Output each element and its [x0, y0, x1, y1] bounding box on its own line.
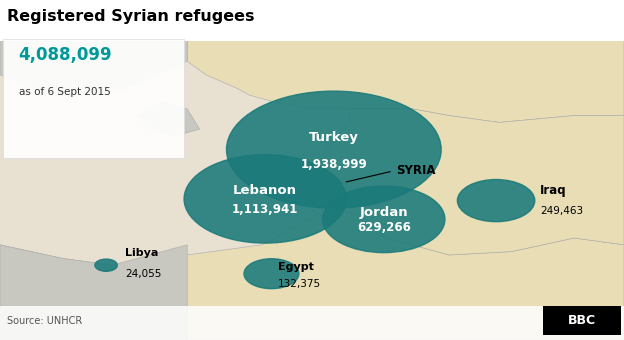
Text: 4,088,099: 4,088,099 [19, 46, 112, 64]
Text: 132,375: 132,375 [278, 279, 321, 289]
Polygon shape [0, 0, 187, 95]
Text: 24,055: 24,055 [125, 269, 161, 279]
Text: Source: UNHCR: Source: UNHCR [7, 316, 83, 326]
Text: Lebanon: Lebanon [233, 184, 297, 197]
Polygon shape [0, 245, 187, 340]
Circle shape [457, 180, 535, 222]
Circle shape [323, 186, 445, 253]
FancyBboxPatch shape [0, 306, 624, 340]
Text: Libya: Libya [125, 248, 158, 258]
Circle shape [95, 259, 117, 271]
Polygon shape [137, 102, 200, 136]
Text: as of 6 Sept 2015: as of 6 Sept 2015 [19, 87, 110, 97]
Text: 1,938,999: 1,938,999 [301, 158, 367, 171]
Circle shape [184, 155, 346, 243]
FancyBboxPatch shape [0, 0, 624, 41]
Text: Iraq: Iraq [540, 184, 567, 197]
Text: 249,463: 249,463 [540, 206, 583, 216]
Polygon shape [187, 0, 624, 122]
Text: BBC: BBC [568, 314, 597, 327]
Text: SYRIA: SYRIA [396, 164, 436, 176]
Circle shape [227, 91, 441, 208]
Text: Egypt: Egypt [278, 262, 313, 272]
Text: 629,266: 629,266 [357, 221, 411, 234]
FancyBboxPatch shape [543, 306, 621, 335]
Polygon shape [0, 204, 624, 340]
Circle shape [244, 259, 299, 289]
FancyBboxPatch shape [3, 39, 184, 158]
Polygon shape [312, 109, 624, 255]
Polygon shape [306, 190, 337, 218]
Text: Registered Syrian refugees: Registered Syrian refugees [7, 8, 255, 23]
Text: 1,113,941: 1,113,941 [232, 203, 298, 217]
Text: Turkey: Turkey [309, 131, 359, 144]
Text: Jordan: Jordan [359, 206, 408, 219]
